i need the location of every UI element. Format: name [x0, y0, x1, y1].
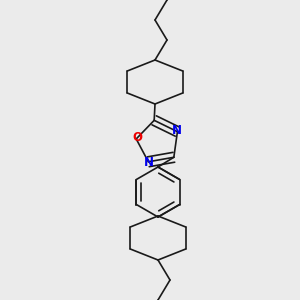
Text: N: N	[144, 156, 154, 169]
Text: O: O	[132, 131, 142, 144]
Text: N: N	[171, 124, 182, 137]
